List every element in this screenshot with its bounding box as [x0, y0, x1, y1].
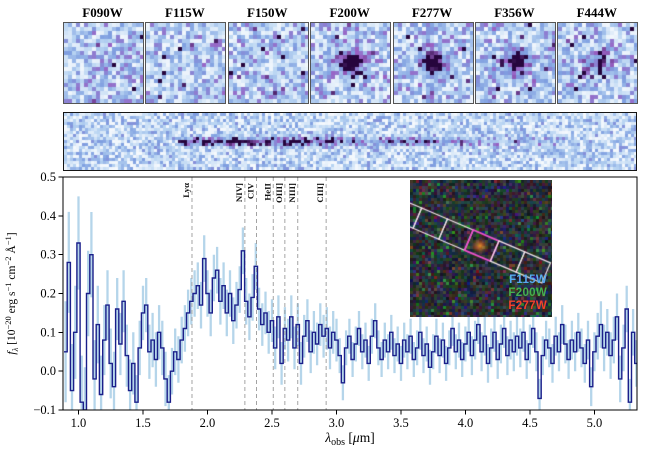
y-tick-label: 0.3 — [40, 248, 56, 262]
x-tick-label: 1.0 — [71, 416, 87, 430]
cutout-panel-f200w: F200W — [310, 4, 392, 104]
emission-line-label: Lyα — [181, 183, 191, 198]
cutout-image-f277w — [392, 22, 474, 104]
cutout-image-f200w — [310, 22, 392, 104]
cutout-panel-f444w: F444W — [557, 4, 639, 104]
x-tick-label: 5.0 — [587, 416, 603, 430]
y-axis: −0.1 0.0 0.1 0.2 0.3 0.4 0.5 — [33, 170, 63, 417]
filter-label: F150W — [247, 5, 288, 20]
x-tick-label: 4.0 — [458, 416, 474, 430]
cutout-image-f444w — [557, 22, 639, 104]
x-tick-label: 2.5 — [264, 416, 280, 430]
x-tick-label: 4.5 — [522, 416, 538, 430]
y-tick-label: 0.4 — [40, 209, 56, 223]
inset-legend-f115w: F115W — [509, 274, 547, 286]
emission-line-label: NIII] — [287, 183, 297, 203]
emission-line-label: HeII — [262, 182, 272, 200]
x-tick-label: 1.5 — [135, 416, 151, 430]
cutout-image-f115w — [145, 22, 227, 104]
x-tick-label: 3.5 — [393, 416, 409, 430]
filter-label: F200W — [329, 5, 370, 20]
y-tick-label: 0.2 — [40, 287, 56, 301]
y-tick-label: −0.1 — [33, 403, 56, 417]
y-axis-label: fλ [10−20 erg s−1 cm−2 Å−1] — [3, 232, 20, 354]
y-tick-label: 0.0 — [40, 364, 56, 378]
spectrum-2d-image — [64, 113, 636, 170]
cutout-panel-f150w: F150W — [227, 4, 309, 104]
cutout-image-f150w — [227, 22, 309, 104]
inset-legend-f277w: F277W — [508, 300, 547, 312]
spectrum-2d-panel — [63, 112, 637, 171]
cutout-panel-f356w: F356W — [474, 4, 556, 104]
x-axis: 1.0 1.5 2.0 2.5 3.0 3.5 4.0 4.5 5.0 — [71, 410, 603, 430]
y-tick-label: 0.1 — [40, 325, 56, 339]
emission-line-markers: Lyα NIV] CIV HeII OIII] NIII] CIII] — [181, 177, 327, 410]
rgb-inset-image — [410, 180, 552, 317]
inset-legend-f200w: F200W — [508, 287, 547, 299]
filter-cutouts-row: F090W F115W F150W F200W F277W F356W F444… — [63, 4, 639, 104]
y-tick-label: 0.5 — [40, 170, 56, 184]
emission-line-label: CIII] — [315, 183, 325, 203]
cutout-image-f356w — [474, 22, 556, 104]
x-axis-label: λobs [μm] — [324, 430, 374, 448]
emission-line-label: NIV] — [234, 183, 244, 202]
emission-line-label: OIII] — [274, 183, 284, 203]
x-tick-label: 2.0 — [200, 416, 216, 430]
rgb-inset: F115W F200W F277W — [410, 180, 552, 317]
filter-label: F356W — [494, 5, 535, 20]
x-tick-label: 3.0 — [329, 416, 345, 430]
inset-legend: F115W F200W F277W — [508, 274, 547, 313]
cutout-panel-f115w: F115W — [145, 4, 227, 104]
cutout-image-f090w — [63, 22, 144, 104]
flux-step-line — [64, 242, 637, 410]
emission-line-label: CIV — [245, 182, 255, 199]
filter-label: F090W — [82, 5, 123, 20]
filter-label: F115W — [165, 5, 205, 20]
cutout-panel-f277w: F277W — [392, 4, 474, 104]
filter-label: F277W — [411, 5, 453, 20]
cutout-panel-f090w: F090W — [63, 4, 144, 104]
filter-label: F444W — [576, 5, 618, 20]
